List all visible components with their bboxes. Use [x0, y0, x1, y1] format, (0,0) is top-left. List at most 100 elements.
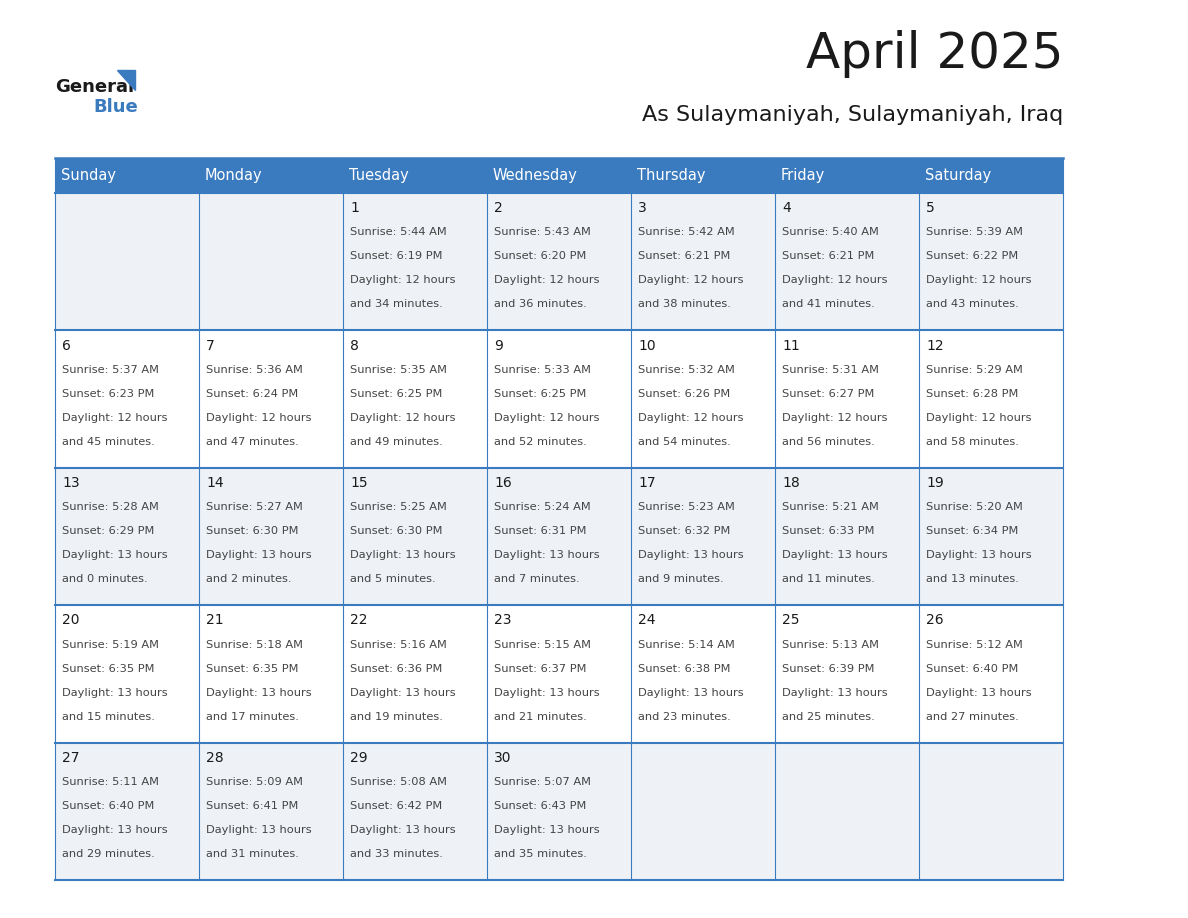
Text: and 38 minutes.: and 38 minutes.	[638, 299, 731, 309]
Text: Sunset: 6:21 PM: Sunset: 6:21 PM	[782, 252, 874, 262]
Text: Daylight: 13 hours: Daylight: 13 hours	[638, 550, 744, 560]
Bar	[200, 330, 343, 468]
Text: Sunset: 6:27 PM: Sunset: 6:27 PM	[782, 389, 874, 398]
Text: 17: 17	[638, 476, 656, 490]
Text: Daylight: 12 hours: Daylight: 12 hours	[927, 413, 1031, 423]
Bar	[487, 330, 631, 468]
Text: Daylight: 12 hours: Daylight: 12 hours	[782, 413, 887, 423]
Bar	[775, 605, 920, 743]
Text: Wednesday: Wednesday	[493, 168, 577, 183]
Text: Daylight: 12 hours: Daylight: 12 hours	[782, 275, 887, 285]
Bar	[343, 330, 487, 468]
Text: 30: 30	[494, 751, 512, 765]
Text: 19: 19	[927, 476, 944, 490]
Text: Daylight: 13 hours: Daylight: 13 hours	[927, 688, 1032, 698]
Text: and 5 minutes.: and 5 minutes.	[350, 575, 436, 584]
Text: 24: 24	[638, 613, 656, 627]
Bar	[631, 743, 775, 880]
Text: Sunrise: 5:44 AM: Sunrise: 5:44 AM	[350, 228, 447, 238]
Bar	[487, 193, 631, 330]
Text: 11: 11	[782, 339, 800, 353]
Text: and 43 minutes.: and 43 minutes.	[927, 299, 1019, 309]
Text: 5: 5	[927, 201, 935, 215]
Text: and 36 minutes.: and 36 minutes.	[494, 299, 587, 309]
Text: Tuesday: Tuesday	[349, 168, 409, 183]
Text: Daylight: 12 hours: Daylight: 12 hours	[62, 413, 168, 423]
Text: Sunset: 6:23 PM: Sunset: 6:23 PM	[62, 389, 154, 398]
Text: Sunrise: 5:16 AM: Sunrise: 5:16 AM	[350, 640, 447, 650]
Text: Sunset: 6:25 PM: Sunset: 6:25 PM	[494, 389, 587, 398]
Bar	[55, 330, 200, 468]
Text: Daylight: 13 hours: Daylight: 13 hours	[350, 688, 456, 698]
Bar	[200, 468, 343, 605]
Bar	[55, 605, 200, 743]
Text: Daylight: 13 hours: Daylight: 13 hours	[782, 688, 887, 698]
Bar	[343, 605, 487, 743]
Text: Sunset: 6:21 PM: Sunset: 6:21 PM	[638, 252, 731, 262]
Text: and 35 minutes.: and 35 minutes.	[494, 849, 587, 859]
Bar	[55, 158, 200, 193]
Text: 14: 14	[207, 476, 223, 490]
Text: Sunset: 6:30 PM: Sunset: 6:30 PM	[207, 526, 298, 536]
Bar	[920, 468, 1063, 605]
Text: and 17 minutes.: and 17 minutes.	[207, 711, 299, 722]
Text: Daylight: 13 hours: Daylight: 13 hours	[927, 550, 1032, 560]
Text: 21: 21	[207, 613, 223, 627]
Text: April 2025: April 2025	[805, 30, 1063, 78]
Text: Sunset: 6:32 PM: Sunset: 6:32 PM	[638, 526, 731, 536]
Text: Daylight: 13 hours: Daylight: 13 hours	[350, 825, 456, 835]
Text: and 11 minutes.: and 11 minutes.	[782, 575, 876, 584]
Text: 27: 27	[62, 751, 80, 765]
Text: Sunset: 6:29 PM: Sunset: 6:29 PM	[62, 526, 154, 536]
Text: and 0 minutes.: and 0 minutes.	[62, 575, 147, 584]
Text: Sunset: 6:31 PM: Sunset: 6:31 PM	[494, 526, 587, 536]
Text: and 9 minutes.: and 9 minutes.	[638, 575, 723, 584]
Text: As Sulaymaniyah, Sulaymaniyah, Iraq: As Sulaymaniyah, Sulaymaniyah, Iraq	[642, 105, 1063, 125]
Text: Sunrise: 5:19 AM: Sunrise: 5:19 AM	[62, 640, 159, 650]
Text: and 25 minutes.: and 25 minutes.	[782, 711, 874, 722]
Text: Sunset: 6:42 PM: Sunset: 6:42 PM	[350, 801, 442, 811]
Text: Daylight: 13 hours: Daylight: 13 hours	[62, 550, 168, 560]
Text: Sunset: 6:35 PM: Sunset: 6:35 PM	[62, 664, 154, 674]
Text: Daylight: 12 hours: Daylight: 12 hours	[927, 275, 1031, 285]
Bar	[55, 468, 200, 605]
Text: and 27 minutes.: and 27 minutes.	[927, 711, 1019, 722]
Bar	[920, 743, 1063, 880]
Bar	[775, 158, 920, 193]
Text: Sunrise: 5:07 AM: Sunrise: 5:07 AM	[494, 777, 592, 787]
Text: and 41 minutes.: and 41 minutes.	[782, 299, 874, 309]
Text: 23: 23	[494, 613, 512, 627]
Text: Monday: Monday	[204, 168, 263, 183]
Text: Daylight: 12 hours: Daylight: 12 hours	[638, 413, 744, 423]
Text: Thursday: Thursday	[637, 168, 706, 183]
Bar	[487, 605, 631, 743]
Text: Sunrise: 5:32 AM: Sunrise: 5:32 AM	[638, 364, 735, 375]
Text: Sunrise: 5:18 AM: Sunrise: 5:18 AM	[207, 640, 303, 650]
Bar	[775, 330, 920, 468]
Text: Daylight: 13 hours: Daylight: 13 hours	[350, 550, 456, 560]
Bar	[487, 158, 631, 193]
Text: 1: 1	[350, 201, 359, 215]
Bar	[920, 193, 1063, 330]
Text: 29: 29	[350, 751, 368, 765]
Text: Sunrise: 5:13 AM: Sunrise: 5:13 AM	[782, 640, 879, 650]
Text: Sunset: 6:41 PM: Sunset: 6:41 PM	[207, 801, 298, 811]
Bar	[775, 743, 920, 880]
Text: and 58 minutes.: and 58 minutes.	[927, 437, 1019, 447]
Text: 10: 10	[638, 339, 656, 353]
Text: Sunrise: 5:11 AM: Sunrise: 5:11 AM	[62, 777, 159, 787]
Text: and 29 minutes.: and 29 minutes.	[62, 849, 154, 859]
Text: Sunrise: 5:21 AM: Sunrise: 5:21 AM	[782, 502, 879, 512]
Text: 4: 4	[782, 201, 791, 215]
Text: Daylight: 13 hours: Daylight: 13 hours	[494, 825, 600, 835]
Bar	[631, 193, 775, 330]
Text: and 13 minutes.: and 13 minutes.	[927, 575, 1019, 584]
Text: Daylight: 12 hours: Daylight: 12 hours	[207, 413, 311, 423]
Text: and 47 minutes.: and 47 minutes.	[207, 437, 299, 447]
Text: Daylight: 12 hours: Daylight: 12 hours	[494, 275, 600, 285]
Text: Sunrise: 5:23 AM: Sunrise: 5:23 AM	[638, 502, 735, 512]
Text: Sunrise: 5:25 AM: Sunrise: 5:25 AM	[350, 502, 447, 512]
Text: and 52 minutes.: and 52 minutes.	[494, 437, 587, 447]
Text: 6: 6	[62, 339, 71, 353]
Text: and 15 minutes.: and 15 minutes.	[62, 711, 156, 722]
